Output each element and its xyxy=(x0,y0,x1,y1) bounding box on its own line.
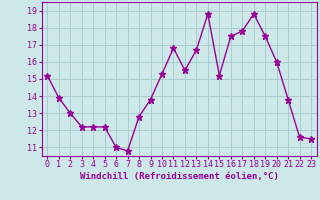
X-axis label: Windchill (Refroidissement éolien,°C): Windchill (Refroidissement éolien,°C) xyxy=(80,172,279,181)
